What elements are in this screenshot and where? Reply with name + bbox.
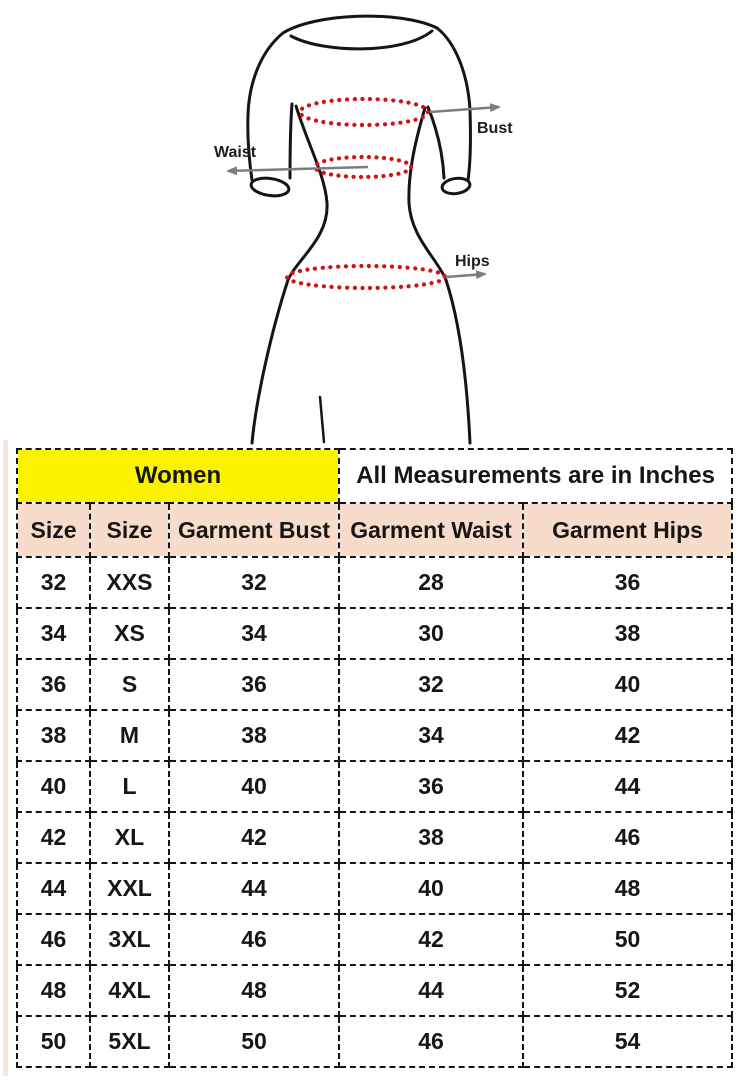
garment-measurement-diagram: Bust Waist Hips (214, 14, 513, 445)
garment-hips-cell: 50 (522, 913, 734, 966)
dress-right-cuff (440, 176, 472, 196)
column-header-garment-hips: Garment Hips (522, 502, 734, 558)
garment-hips-cell: 44 (522, 760, 734, 813)
dress-skirt-slit (318, 395, 326, 444)
size-numeric-cell: 42 (16, 811, 91, 864)
table-row: 38 M 38 34 42 (16, 709, 734, 762)
table-row: 50 5XL 50 46 54 (16, 1015, 734, 1068)
size-numeric-cell: 34 (16, 607, 91, 660)
garment-hips-cell: 48 (522, 862, 734, 915)
garment-waist-cell: 46 (338, 1015, 525, 1068)
waist-dotted-ellipse (312, 154, 414, 180)
garment-hips-cell: 52 (522, 964, 734, 1017)
dress-left-silhouette (250, 104, 329, 445)
size-numeric-cell: 48 (16, 964, 91, 1017)
size-letter-cell: 4XL (89, 964, 170, 1017)
waist-arrow (226, 165, 369, 176)
garment-hips-cell: 46 (522, 811, 734, 864)
size-table-body: 32 XXS 32 28 36 34 XS 34 30 38 36 S 36 3… (16, 556, 734, 1068)
size-numeric-cell: 36 (16, 658, 91, 711)
garment-waist-cell: 30 (338, 607, 525, 660)
garment-waist-cell: 42 (338, 913, 525, 966)
dress-neckline-inner (289, 29, 434, 51)
group-header-row: Women All Measurements are in Inches (15, 448, 734, 504)
dress-left-sleeve-inner (288, 102, 294, 180)
dress-right-sleeve-inner (426, 105, 446, 180)
size-letter-cell: XS (89, 607, 170, 660)
dress-outline (246, 14, 472, 445)
left-edge-artifact-strip (3, 440, 8, 1076)
garment-waist-cell: 40 (338, 862, 525, 915)
size-letter-cell: L (89, 760, 170, 813)
size-numeric-cell: 50 (16, 1015, 91, 1068)
column-header-size-letter: Size (89, 502, 170, 558)
garment-waist-cell: 28 (338, 556, 525, 609)
table-row: 36 S 36 32 40 (16, 658, 734, 711)
column-header-garment-bust: Garment Bust (167, 502, 341, 558)
garment-waist-cell: 44 (338, 964, 525, 1017)
garment-bust-cell: 46 (167, 913, 341, 966)
group-header-women: Women (15, 448, 341, 504)
garment-hips-cell: 36 (522, 556, 734, 609)
size-table-container: Women All Measurements are in Inches Siz… (15, 448, 734, 1068)
garment-bust-cell: 50 (167, 1015, 341, 1068)
garment-bust-cell: 44 (167, 862, 341, 915)
bust-arrow (429, 103, 501, 114)
table-row: 46 3XL 46 42 50 (16, 913, 734, 966)
size-numeric-cell: 32 (16, 556, 91, 609)
hips-label: Hips (455, 253, 490, 270)
bust-label: Bust (477, 120, 513, 137)
dress-left-sleeve-outer (246, 31, 285, 182)
size-letter-cell: S (89, 658, 170, 711)
garment-waist-cell: 34 (338, 709, 525, 762)
garment-bust-cell: 34 (167, 607, 341, 660)
column-header-row: Size Size Garment Bust Garment Waist Gar… (16, 502, 734, 558)
table-row: 34 XS 34 30 38 (16, 607, 734, 660)
size-numeric-cell: 46 (16, 913, 91, 966)
size-numeric-cell: 44 (16, 862, 91, 915)
hips-arrow (445, 270, 487, 280)
table-row: 44 XXL 44 40 48 (16, 862, 734, 915)
table-row: 48 4XL 48 44 52 (16, 964, 734, 1017)
garment-hips-cell: 38 (522, 607, 734, 660)
column-header-size-numeric: Size (16, 502, 91, 558)
garment-bust-cell: 32 (167, 556, 341, 609)
garment-bust-cell: 38 (167, 709, 341, 762)
table-row: 42 XL 42 38 46 (16, 811, 734, 864)
garment-bust-cell: 36 (167, 658, 341, 711)
garment-hips-cell: 42 (522, 709, 734, 762)
measurement-ellipses (284, 96, 448, 291)
size-numeric-cell: 40 (16, 760, 91, 813)
dress-right-silhouette (407, 106, 472, 445)
dress-neckline-outer (281, 14, 439, 35)
size-letter-cell: 5XL (89, 1015, 170, 1068)
table-row: 32 XXS 32 28 36 (16, 556, 734, 609)
garment-bust-cell: 40 (167, 760, 341, 813)
table-row: 40 L 40 36 44 (16, 760, 734, 813)
garment-bust-cell: 42 (167, 811, 341, 864)
bust-dotted-ellipse (297, 96, 431, 128)
garment-hips-cell: 40 (522, 658, 734, 711)
garment-waist-cell: 32 (338, 658, 525, 711)
size-letter-cell: XXL (89, 862, 170, 915)
size-letter-cell: 3XL (89, 913, 170, 966)
garment-hips-cell: 54 (522, 1015, 734, 1068)
size-numeric-cell: 38 (16, 709, 91, 762)
size-table: Women All Measurements are in Inches Siz… (15, 448, 734, 1068)
column-header-garment-waist: Garment Waist (338, 502, 525, 558)
garment-bust-cell: 48 (167, 964, 341, 1017)
size-letter-cell: XL (89, 811, 170, 864)
group-header-measurements: All Measurements are in Inches (338, 448, 734, 504)
waist-label: Waist (214, 144, 257, 161)
size-letter-cell: M (89, 709, 170, 762)
size-letter-cell: XXS (89, 556, 170, 609)
garment-waist-cell: 38 (338, 811, 525, 864)
dress-left-cuff (249, 176, 291, 198)
measurement-arrows (226, 103, 501, 280)
garment-waist-cell: 36 (338, 760, 525, 813)
hips-dotted-ellipse (284, 263, 448, 291)
